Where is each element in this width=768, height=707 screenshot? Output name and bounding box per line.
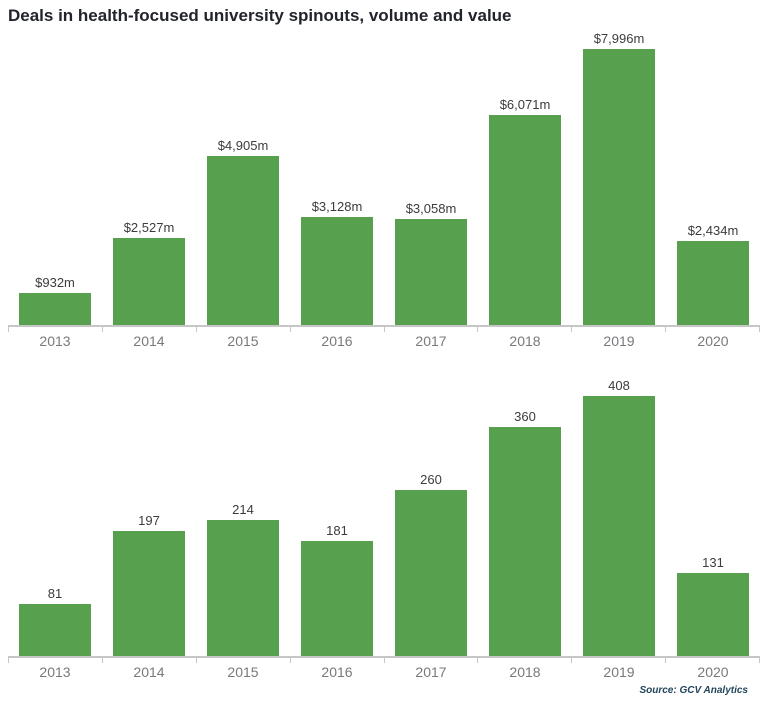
deal-volume-data-label-2018: 360 bbox=[514, 408, 536, 424]
deal-value-column-2020: $2,434m bbox=[666, 223, 760, 325]
deal-volume-plot: 81 197 214 181 260 360 408 131 bbox=[8, 362, 760, 658]
deal-value-x-axis-ticks bbox=[8, 327, 760, 332]
axis-tick bbox=[197, 658, 291, 663]
axis-tick bbox=[197, 327, 291, 332]
deal-value-chart: $932m $2,527m $4,905m $3,128m $3,058m $6,071m… bbox=[8, 30, 760, 350]
axis-tick bbox=[103, 327, 197, 332]
deal-value-bar-2019 bbox=[583, 49, 655, 325]
axis-tick bbox=[8, 327, 103, 332]
deal-volume-x-label-2018: 2018 bbox=[509, 664, 541, 680]
deal-volume-column-2014: 197 bbox=[102, 512, 196, 656]
deal-value-x-label-2013: 2013 bbox=[39, 333, 71, 349]
deal-value-bar-2015 bbox=[207, 155, 279, 325]
deal-value-column-2016: $3,128m bbox=[290, 199, 384, 325]
deal-value-column-2018: $6,071m bbox=[478, 97, 572, 325]
deal-volume-x-label-2019: 2019 bbox=[603, 664, 635, 680]
deal-value-column-2014: $2,527m bbox=[102, 220, 196, 325]
deal-value-bar-2013 bbox=[19, 292, 91, 325]
deal-value-x-label-2019: 2019 bbox=[603, 333, 635, 349]
deal-volume-data-label-2014: 197 bbox=[138, 512, 160, 528]
axis-tick bbox=[666, 658, 760, 663]
axis-tick bbox=[572, 327, 667, 332]
deal-volume-column-2020: 131 bbox=[666, 554, 760, 656]
axis-tick bbox=[103, 658, 197, 663]
deal-volume-bar-2018 bbox=[489, 426, 561, 656]
deal-volume-x-label-2016: 2016 bbox=[321, 664, 353, 680]
deal-value-data-label-2019: $7,996m bbox=[593, 31, 645, 46]
axis-tick bbox=[385, 658, 479, 663]
deal-volume-data-label-2020: 131 bbox=[702, 554, 724, 570]
deal-value-plot: $932m $2,527m $4,905m $3,128m $3,058m $6,071m… bbox=[8, 30, 760, 327]
source-note: Source: GCV Analytics bbox=[639, 685, 748, 696]
deal-value-data-label-2015: $4,905m bbox=[217, 137, 269, 153]
deal-value-data-label-2018: $6,071m bbox=[499, 97, 551, 113]
deal-volume-x-label-2013: 2013 bbox=[39, 664, 71, 680]
deal-volume-bar-2017 bbox=[395, 490, 467, 656]
axis-tick bbox=[291, 658, 385, 663]
deal-volume-x-label-2020: 2020 bbox=[697, 664, 729, 680]
deal-value-x-label-2017: 2017 bbox=[415, 333, 447, 349]
deal-value-column-2015: $4,905m bbox=[196, 138, 290, 325]
deal-value-bar-2020 bbox=[677, 241, 749, 325]
axis-tick bbox=[385, 327, 479, 332]
deal-volume-column-2017: 260 bbox=[384, 472, 478, 656]
deal-volume-chart: 81 197 214 181 260 360 408 131 2013 2014 2015 2016… bbox=[8, 362, 760, 681]
axis-tick bbox=[478, 327, 573, 332]
deal-value-column-2013: $932m bbox=[8, 275, 102, 325]
deal-volume-bar-2020 bbox=[677, 572, 749, 656]
deal-value-data-label-2013: $932m bbox=[35, 274, 75, 290]
deal-value-x-label-2014: 2014 bbox=[133, 333, 165, 349]
deal-volume-data-label-2016: 181 bbox=[326, 522, 348, 538]
deal-volume-data-label-2013: 81 bbox=[47, 586, 63, 602]
deal-volume-data-label-2019: 408 bbox=[608, 378, 630, 393]
deal-value-x-label-2020: 2020 bbox=[697, 333, 729, 349]
deal-value-x-label-2015: 2015 bbox=[227, 333, 259, 349]
deal-volume-column-2016: 181 bbox=[290, 523, 384, 656]
deal-value-data-label-2014: $2,527m bbox=[123, 219, 175, 235]
deal-value-column-2017: $3,058m bbox=[384, 201, 478, 325]
deal-volume-bar-2014 bbox=[113, 530, 185, 656]
deal-volume-x-axis-labels: 2013 2014 2015 2016 2017 2018 2019 2020 bbox=[8, 664, 760, 681]
deal-value-bar-2014 bbox=[113, 237, 185, 325]
deal-volume-bar-2015 bbox=[207, 519, 279, 656]
deal-volume-bar-2019 bbox=[583, 396, 655, 656]
deal-value-x-label-2018: 2018 bbox=[509, 333, 541, 349]
axis-tick bbox=[8, 658, 103, 663]
deal-value-data-label-2016: $3,128m bbox=[311, 199, 363, 214]
deal-volume-data-label-2015: 214 bbox=[232, 501, 254, 517]
deal-volume-column-2015: 214 bbox=[196, 502, 290, 656]
deal-value-bar-2017 bbox=[395, 219, 467, 325]
deal-value-bar-2016 bbox=[301, 217, 373, 325]
deal-value-data-label-2020: $2,434m bbox=[687, 223, 739, 238]
deal-volume-bar-2016 bbox=[301, 540, 373, 656]
deal-value-data-label-2017: $3,058m bbox=[405, 201, 457, 217]
axis-tick bbox=[478, 658, 573, 663]
deal-volume-column-2018: 360 bbox=[478, 409, 572, 656]
deal-volume-x-label-2017: 2017 bbox=[415, 664, 447, 680]
deal-volume-bar-2013 bbox=[19, 604, 91, 656]
axis-tick bbox=[666, 327, 760, 332]
deal-value-x-axis-labels: 2013 2014 2015 2016 2017 2018 2019 2020 bbox=[8, 333, 760, 350]
deal-value-bar-2018 bbox=[489, 115, 561, 325]
deal-volume-x-label-2015: 2015 bbox=[227, 664, 259, 680]
deal-volume-column-2019: 408 bbox=[572, 378, 666, 656]
deal-value-column-2019: $7,996m bbox=[572, 31, 666, 325]
deal-volume-x-label-2014: 2014 bbox=[133, 664, 165, 680]
axis-tick bbox=[291, 327, 385, 332]
axis-tick bbox=[572, 658, 667, 663]
deal-volume-column-2013: 81 bbox=[8, 586, 102, 656]
deal-volume-data-label-2017: 260 bbox=[420, 472, 442, 488]
deal-value-x-label-2016: 2016 bbox=[321, 333, 353, 349]
deal-volume-x-axis-ticks bbox=[8, 658, 760, 663]
page-title: Deals in health-focused university spino… bbox=[8, 6, 512, 25]
